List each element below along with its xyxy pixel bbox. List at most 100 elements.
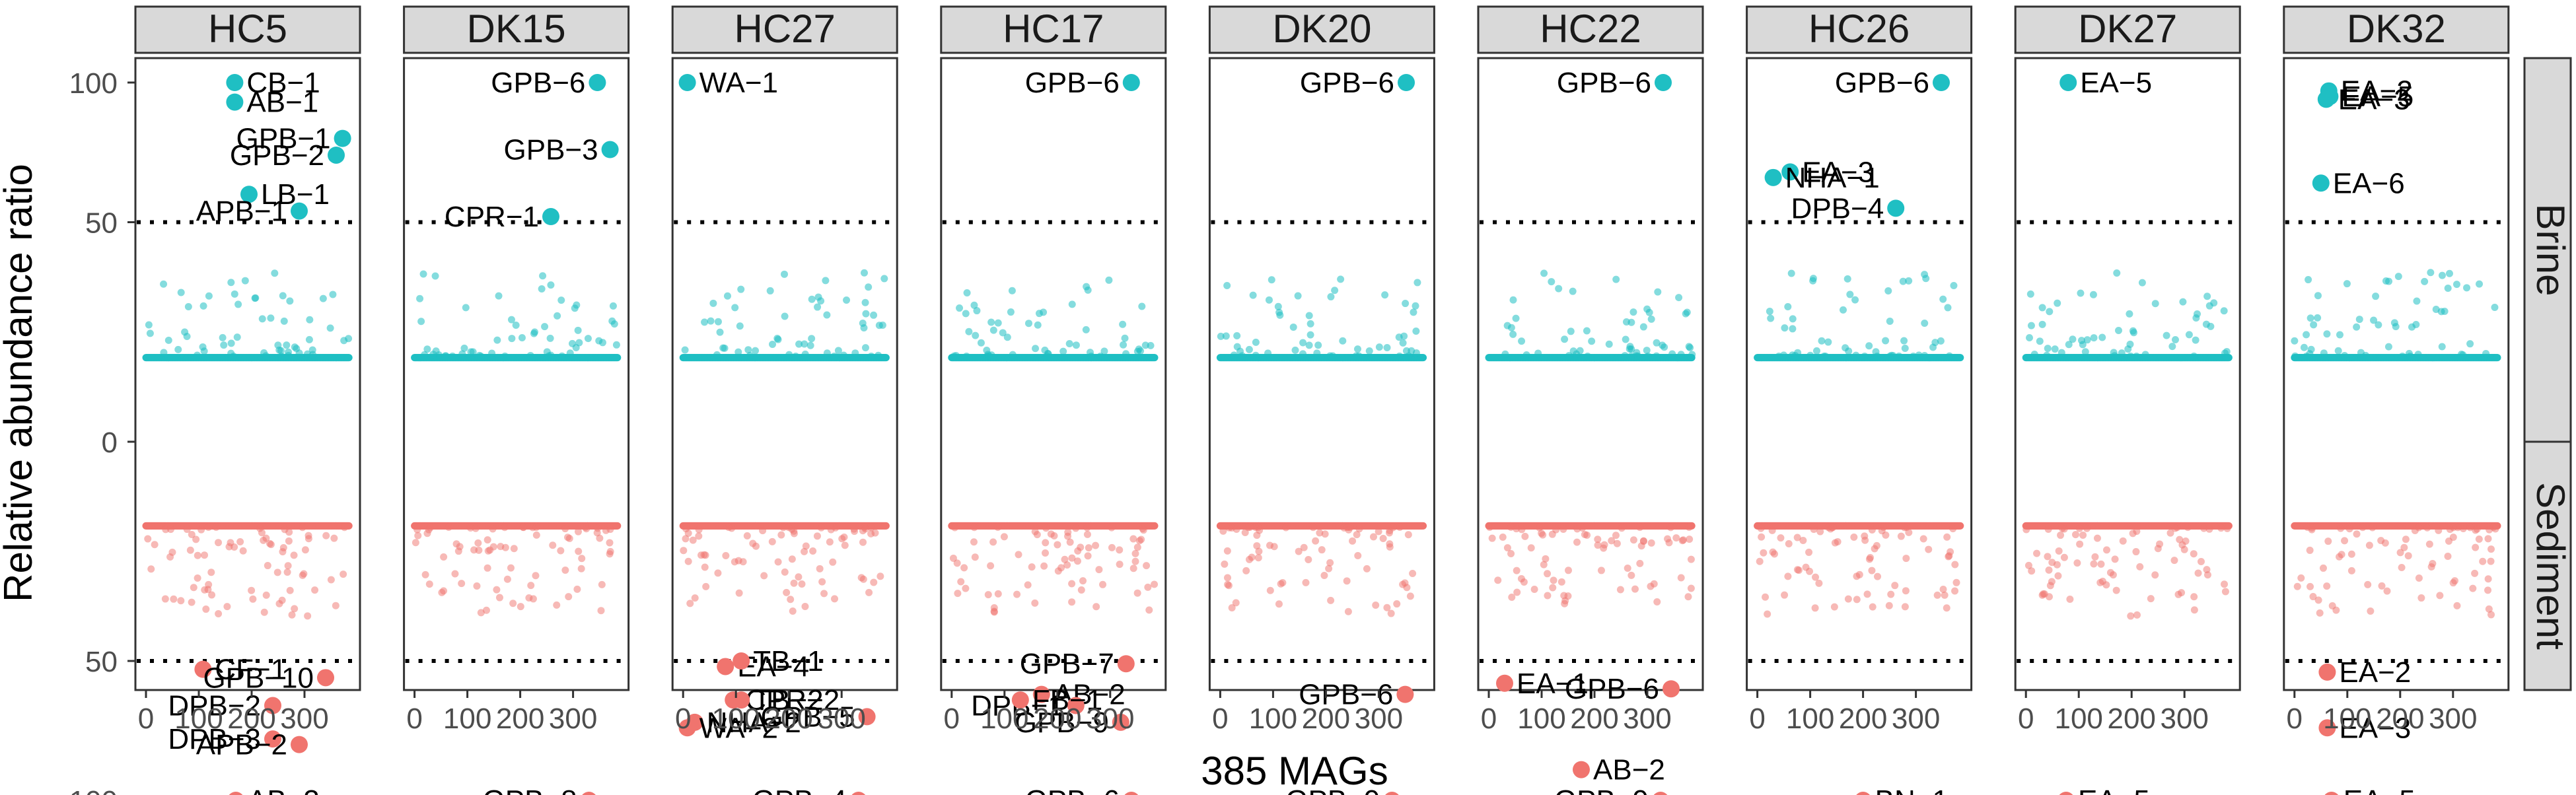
brine-point-label: GPB−6	[1025, 67, 1120, 99]
brine-minor-point	[554, 312, 561, 320]
brine-minor-point	[488, 349, 496, 357]
brine-minor-point	[752, 347, 760, 355]
brine-minor-point	[1276, 311, 1284, 319]
sediment-minor-point	[192, 536, 200, 543]
x-tick-label: 0	[675, 703, 691, 735]
brine-minor-point	[1223, 281, 1231, 289]
brine-minor-point	[1041, 346, 1049, 354]
brine-minor-point	[808, 295, 816, 303]
sediment-minor-point	[984, 591, 992, 599]
brine-minor-point	[177, 289, 185, 296]
sediment-minor-point	[1054, 541, 1061, 549]
panel-title: DK20	[1272, 7, 1371, 51]
brine-minor-point	[1327, 293, 1335, 300]
sediment-minor-point	[743, 532, 751, 539]
brine-minor-point	[865, 283, 873, 291]
brine-minor-point	[994, 319, 1002, 327]
background-points	[142, 269, 353, 620]
brine-minor-point	[1007, 308, 1015, 316]
brine-minor-point	[194, 351, 201, 359]
brine-minor-point	[1402, 300, 1410, 308]
brine-minor-point	[507, 316, 515, 324]
sediment-minor-point	[1379, 534, 1387, 542]
panel-hc17: HC17GPB−6GPB−7AB−2DPB−1FB−1GPB−9GPB−6010…	[940, 5, 1167, 795]
sediment-minor-point	[202, 605, 210, 613]
sediment-minor-point	[962, 584, 970, 592]
sediment-minor-point	[194, 574, 201, 582]
brine-minor-point	[1381, 291, 1389, 299]
sediment-minor-point	[201, 586, 209, 594]
brine-minor-point	[1024, 320, 1032, 328]
brine-minor-point	[1400, 332, 1408, 340]
brine-minor-point	[508, 335, 516, 343]
brine-minor-point	[231, 290, 238, 298]
sediment-minor-point	[510, 545, 518, 553]
sediment-minor-point	[575, 547, 583, 555]
sediment-point-dpb-2	[264, 697, 281, 714]
brine-minor-point	[1083, 283, 1091, 291]
brine-minor-point	[1410, 308, 1417, 316]
sediment-baseline-point	[614, 522, 622, 530]
brine-minor-point	[714, 318, 722, 326]
sediment-minor-point	[1345, 526, 1353, 534]
panel-title: DK15	[467, 7, 566, 51]
sediment-point-label: GPB−4	[752, 784, 847, 795]
sediment-minor-point	[477, 609, 485, 617]
brine-minor-point	[1339, 337, 1347, 345]
brine-minor-point	[823, 349, 831, 357]
sediment-minor-point	[1151, 580, 1159, 588]
sediment-minor-point	[970, 524, 978, 532]
sediment-minor-point	[262, 591, 270, 599]
sediment-minor-point	[593, 529, 601, 537]
sediment-minor-point	[1254, 554, 1262, 562]
brine-minor-point	[541, 323, 549, 331]
sediment-minor-point	[304, 532, 312, 539]
sediment-minor-point	[951, 524, 959, 532]
sediment-minor-point	[759, 527, 767, 535]
brine-minor-point	[495, 292, 503, 300]
panel-frame	[134, 57, 361, 691]
sediment-minor-point	[283, 569, 291, 576]
sediment-minor-point	[702, 582, 710, 590]
brine-minor-point	[345, 335, 353, 343]
sediment-minor-point	[1077, 543, 1085, 551]
brine-minor-point	[329, 291, 337, 298]
sediment-minor-point	[1079, 577, 1087, 585]
sediment-point-gpb-7	[1117, 655, 1135, 673]
sediment-minor-point	[682, 525, 690, 533]
sediment-minor-point	[215, 539, 223, 547]
brine-point-label: GPB−2	[230, 139, 324, 172]
sediment-minor-point	[1108, 524, 1116, 532]
sediment-minor-point	[1363, 565, 1371, 572]
brine-point-label: WA−1	[699, 67, 778, 99]
brine-minor-point	[1299, 339, 1307, 347]
sediment-point-gpb-6	[1124, 792, 1139, 795]
brine-minor-point	[284, 348, 292, 356]
sediment-minor-point	[1064, 528, 1072, 536]
sediment-minor-point	[285, 528, 293, 536]
panel-title: HC22	[1540, 7, 1641, 51]
brine-minor-point	[441, 352, 449, 360]
sediment-minor-point	[260, 608, 268, 616]
x-tick-label: 200	[227, 703, 275, 735]
panel-strip	[671, 5, 898, 54]
sediment-minor-point	[532, 524, 540, 532]
x-tick-label: 200	[496, 703, 544, 735]
brine-minor-point	[558, 352, 566, 360]
brine-point-gpb-3	[601, 141, 619, 158]
sediment-point-label: DPB−3	[168, 723, 261, 755]
panel-hc27: HC27WA−1EA−4TB−1CPR−2TB−2NHA−2WA−2GPB−5G…	[671, 5, 898, 795]
sediment-point-apb-2	[291, 736, 308, 753]
sediment-minor-point	[689, 536, 697, 544]
sediment-minor-point	[1031, 528, 1039, 536]
sediment-minor-point	[557, 547, 565, 555]
x-tick-label: 0	[1212, 703, 1228, 735]
sediment-minor-point	[861, 525, 869, 533]
sediment-minor-point	[1133, 589, 1141, 597]
brine-minor-point	[160, 349, 168, 357]
sediment-minor-point	[300, 570, 308, 578]
sediment-minor-point	[783, 588, 791, 596]
sediment-minor-point	[1116, 546, 1124, 554]
brine-minor-point	[1040, 308, 1048, 316]
